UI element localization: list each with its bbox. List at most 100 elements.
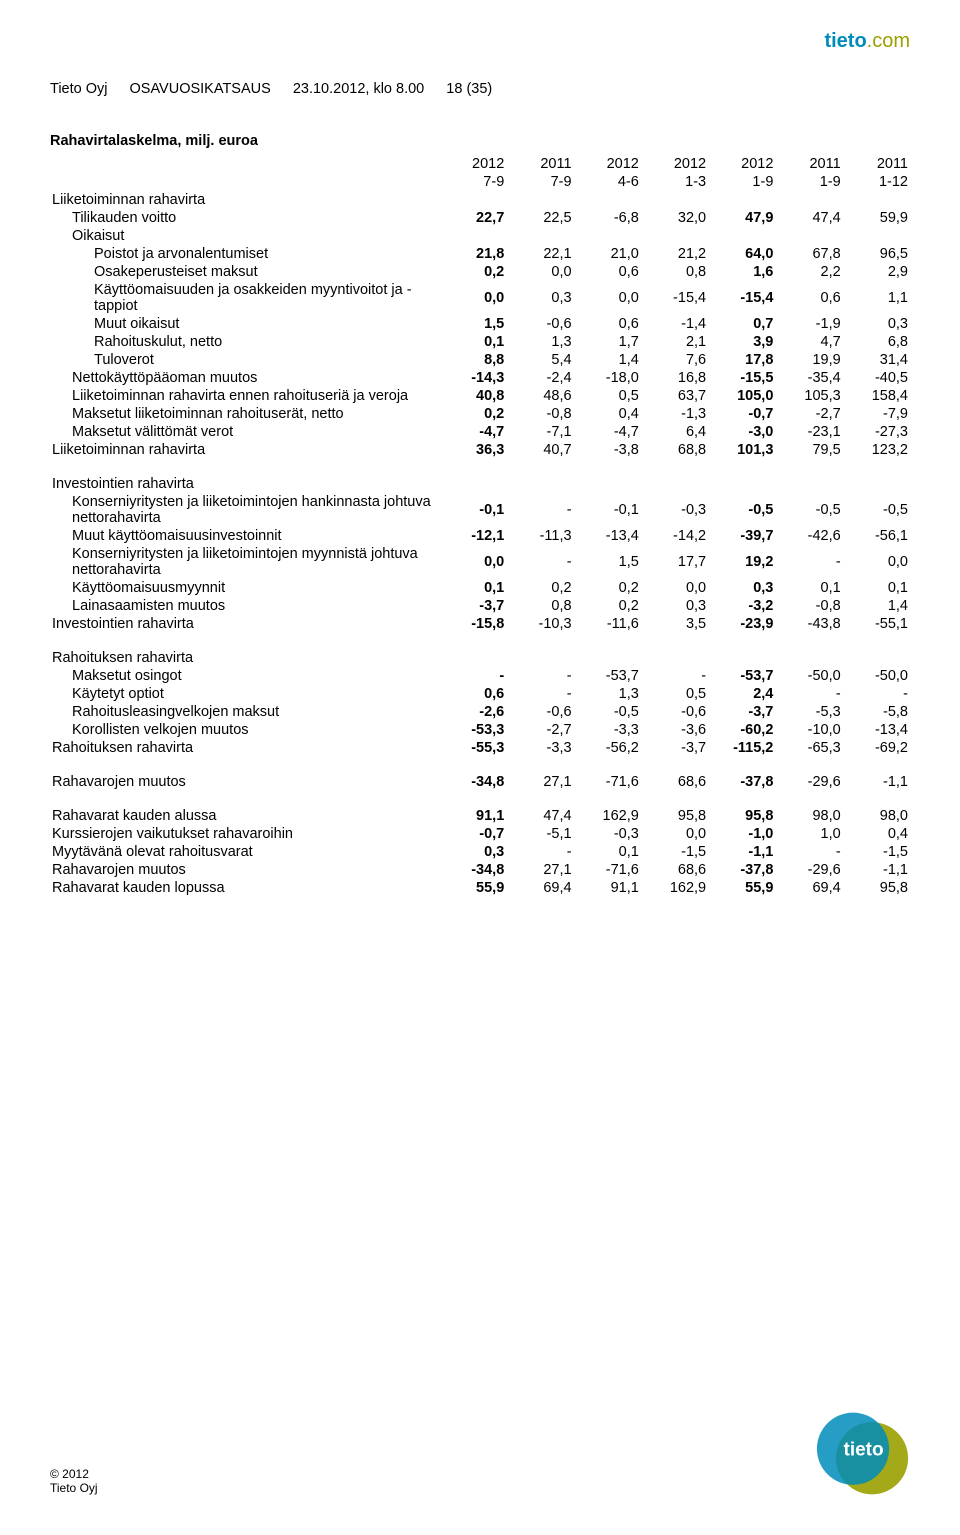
cell-value: - bbox=[506, 493, 573, 527]
cell-value: 98,0 bbox=[843, 807, 910, 825]
cell-value: -12,1 bbox=[439, 527, 506, 545]
cell-value: 19,2 bbox=[708, 545, 775, 579]
cell-value bbox=[439, 475, 506, 493]
cell-value: 27,1 bbox=[506, 861, 573, 879]
table-row: Kurssierojen vaikutukset rahavaroihin-0,… bbox=[50, 825, 910, 843]
report-type: OSAVUOSIKATSAUS bbox=[130, 81, 271, 97]
brand-logo: tieto.com bbox=[50, 30, 910, 53]
cell-value: -1,3 bbox=[641, 405, 708, 423]
cell-value: -60,2 bbox=[708, 721, 775, 739]
cell-value: 4,7 bbox=[775, 333, 842, 351]
cell-value: - bbox=[775, 843, 842, 861]
cell-value: 47,4 bbox=[506, 807, 573, 825]
cell-value: -23,1 bbox=[775, 423, 842, 441]
cell-value bbox=[439, 227, 506, 245]
cell-value: 32,0 bbox=[641, 209, 708, 227]
cell-value bbox=[641, 475, 708, 493]
cell-value bbox=[708, 227, 775, 245]
cell-value: 17,7 bbox=[641, 545, 708, 579]
cell-value bbox=[506, 475, 573, 493]
section-gap bbox=[50, 459, 910, 475]
table-row: Käyttöomaisuuden ja osakkeiden myyntivoi… bbox=[50, 281, 910, 315]
cell-value bbox=[843, 191, 910, 209]
cell-value: 0,8 bbox=[506, 597, 573, 615]
cell-value: -37,8 bbox=[708, 861, 775, 879]
table-row: Liiketoiminnan rahavirta36,340,7-3,868,8… bbox=[50, 441, 910, 459]
cell-value: 6,4 bbox=[641, 423, 708, 441]
cell-value: 0,6 bbox=[574, 263, 641, 281]
cell-value: -0,1 bbox=[439, 493, 506, 527]
doc-header: Tieto Oyj OSAVUOSIKATSAUS 23.10.2012, kl… bbox=[50, 81, 910, 97]
cell-value bbox=[439, 191, 506, 209]
cell-value bbox=[641, 227, 708, 245]
cell-value bbox=[506, 227, 573, 245]
cell-value: 79,5 bbox=[775, 441, 842, 459]
cell-value: -29,6 bbox=[775, 861, 842, 879]
cell-value: -0,8 bbox=[775, 597, 842, 615]
table-row: Korollisten velkojen muutos-53,3-2,7-3,3… bbox=[50, 721, 910, 739]
cell-value: 158,4 bbox=[843, 387, 910, 405]
cell-value: 1,6 bbox=[708, 263, 775, 281]
column-periods-row-cell: 1-3 bbox=[641, 173, 708, 191]
cell-value: -13,4 bbox=[574, 527, 641, 545]
table-row: Konserniyritysten ja liiketoimintojen ha… bbox=[50, 493, 910, 527]
cell-value: -3,7 bbox=[641, 739, 708, 757]
row-label: Käytetyt optiot bbox=[50, 685, 439, 703]
cell-value: 0,5 bbox=[641, 685, 708, 703]
cell-value: 91,1 bbox=[574, 879, 641, 897]
cell-value: 0,4 bbox=[574, 405, 641, 423]
cell-value: 5,4 bbox=[506, 351, 573, 369]
cell-value bbox=[574, 475, 641, 493]
cell-value: -53,7 bbox=[708, 667, 775, 685]
cell-value bbox=[439, 649, 506, 667]
cell-value: -0,5 bbox=[775, 493, 842, 527]
cell-value: -43,8 bbox=[775, 615, 842, 633]
cell-value: -65,3 bbox=[775, 739, 842, 757]
cell-value: 105,0 bbox=[708, 387, 775, 405]
cell-value: -40,5 bbox=[843, 369, 910, 387]
row-label: Rahavarat kauden alussa bbox=[50, 807, 439, 825]
column-years-row-cell: 2011 bbox=[775, 155, 842, 173]
row-label: Rahavarojen muutos bbox=[50, 861, 439, 879]
cell-value bbox=[574, 649, 641, 667]
cell-value: -1,5 bbox=[843, 843, 910, 861]
cell-value: 1,3 bbox=[574, 685, 641, 703]
cell-value: 0,2 bbox=[506, 579, 573, 597]
footer: © 2012 Tieto Oyj bbox=[50, 1467, 98, 1495]
cell-value: -3,8 bbox=[574, 441, 641, 459]
cell-value: 0,1 bbox=[775, 579, 842, 597]
cell-value: 101,3 bbox=[708, 441, 775, 459]
cell-value: 0,3 bbox=[708, 579, 775, 597]
cashflow-table: 20122011201220122012201120117-97-94-61-3… bbox=[50, 155, 910, 897]
cell-value: -55,1 bbox=[843, 615, 910, 633]
column-years-row: 2012201120122012201220112011 bbox=[50, 155, 910, 173]
cell-value: 95,8 bbox=[843, 879, 910, 897]
table-row: Konserniyritysten ja liiketoimintojen my… bbox=[50, 545, 910, 579]
row-label: Liiketoiminnan rahavirta bbox=[50, 441, 439, 459]
cell-value: - bbox=[843, 685, 910, 703]
cell-value: - bbox=[506, 545, 573, 579]
cell-value: -27,3 bbox=[843, 423, 910, 441]
cell-value: -3,7 bbox=[708, 703, 775, 721]
cell-value: 22,7 bbox=[439, 209, 506, 227]
cell-value: 2,1 bbox=[641, 333, 708, 351]
table-row: Rahoituksen rahavirta bbox=[50, 649, 910, 667]
cell-value: -71,6 bbox=[574, 861, 641, 879]
table-row: Tuloverot8,85,41,47,617,819,931,4 bbox=[50, 351, 910, 369]
cell-value: - bbox=[506, 685, 573, 703]
cell-value bbox=[506, 649, 573, 667]
table-row: Osakeperusteiset maksut0,20,00,60,81,62,… bbox=[50, 263, 910, 281]
row-label: Käyttöomaisuusmyynnit bbox=[50, 579, 439, 597]
cell-value: 0,6 bbox=[439, 685, 506, 703]
column-periods-row-cell: 1-12 bbox=[843, 173, 910, 191]
cell-value: -3,3 bbox=[506, 739, 573, 757]
cell-value: -0,6 bbox=[506, 703, 573, 721]
cell-value: -7,9 bbox=[843, 405, 910, 423]
table-row: Rahavarojen muutos-34,827,1-71,668,6-37,… bbox=[50, 773, 910, 791]
cell-value: -37,8 bbox=[708, 773, 775, 791]
cell-value: 2,2 bbox=[775, 263, 842, 281]
cell-value: 98,0 bbox=[775, 807, 842, 825]
cell-value: -11,3 bbox=[506, 527, 573, 545]
table-row: Rahoituksen rahavirta-55,3-3,3-56,2-3,7-… bbox=[50, 739, 910, 757]
cell-value: 123,2 bbox=[843, 441, 910, 459]
